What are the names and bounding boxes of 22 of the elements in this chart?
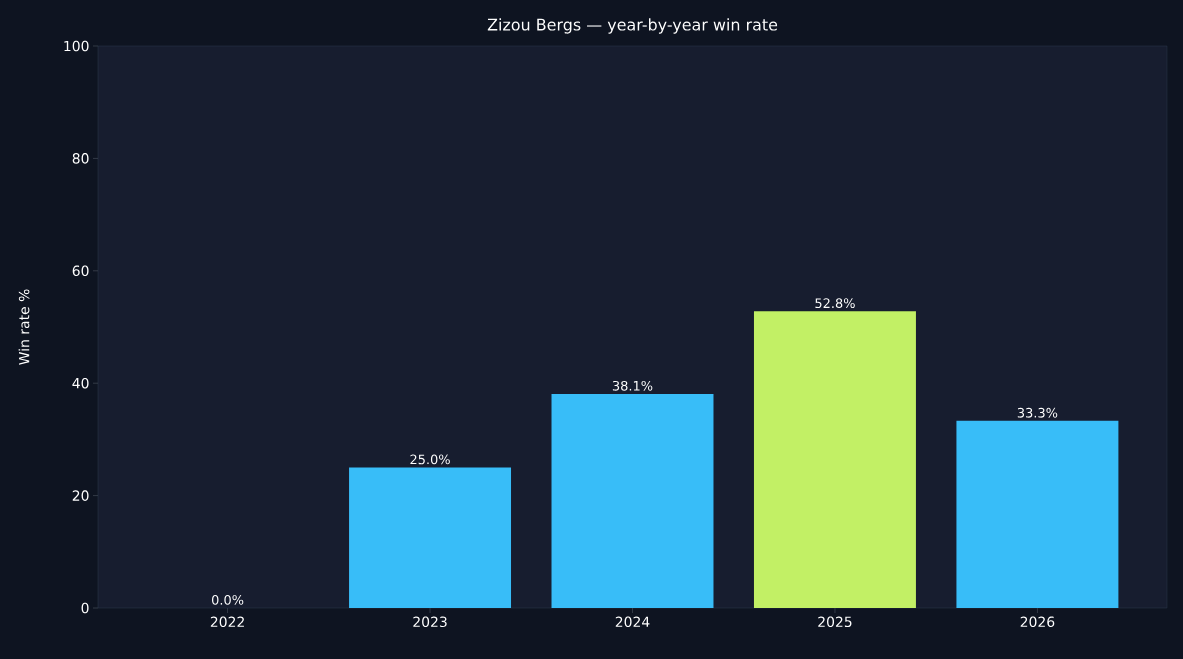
data-label: 52.8% <box>815 298 855 309</box>
y-axis-title: Win rate % <box>18 289 30 365</box>
bar <box>753 311 916 608</box>
x-tick-label: 2026 <box>1020 616 1055 628</box>
data-label: 25.0% <box>410 454 450 465</box>
x-tick-label: 2023 <box>413 616 447 628</box>
chart-title: Zizou Bergs — year-by-year win rate <box>487 18 778 34</box>
y-tick-label: 20 <box>72 490 89 501</box>
data-label: 33.3% <box>1017 407 1058 418</box>
y-tick-label: 60 <box>72 265 89 277</box>
y-tick-label: 80 <box>72 153 89 164</box>
y-tick-label: 100 <box>64 40 89 52</box>
data-label: 0.0% <box>211 595 244 605</box>
data-label: 38.1% <box>612 380 653 391</box>
x-tick-label: 2025 <box>818 616 852 628</box>
bar <box>349 467 512 608</box>
x-tick-label: 2022 <box>210 616 244 628</box>
x-tick-label: 2024 <box>615 616 650 628</box>
y-tick-label: 40 <box>72 377 89 389</box>
y-tick-label: 0 <box>81 602 89 614</box>
bar <box>551 393 714 608</box>
bar <box>956 420 1119 608</box>
